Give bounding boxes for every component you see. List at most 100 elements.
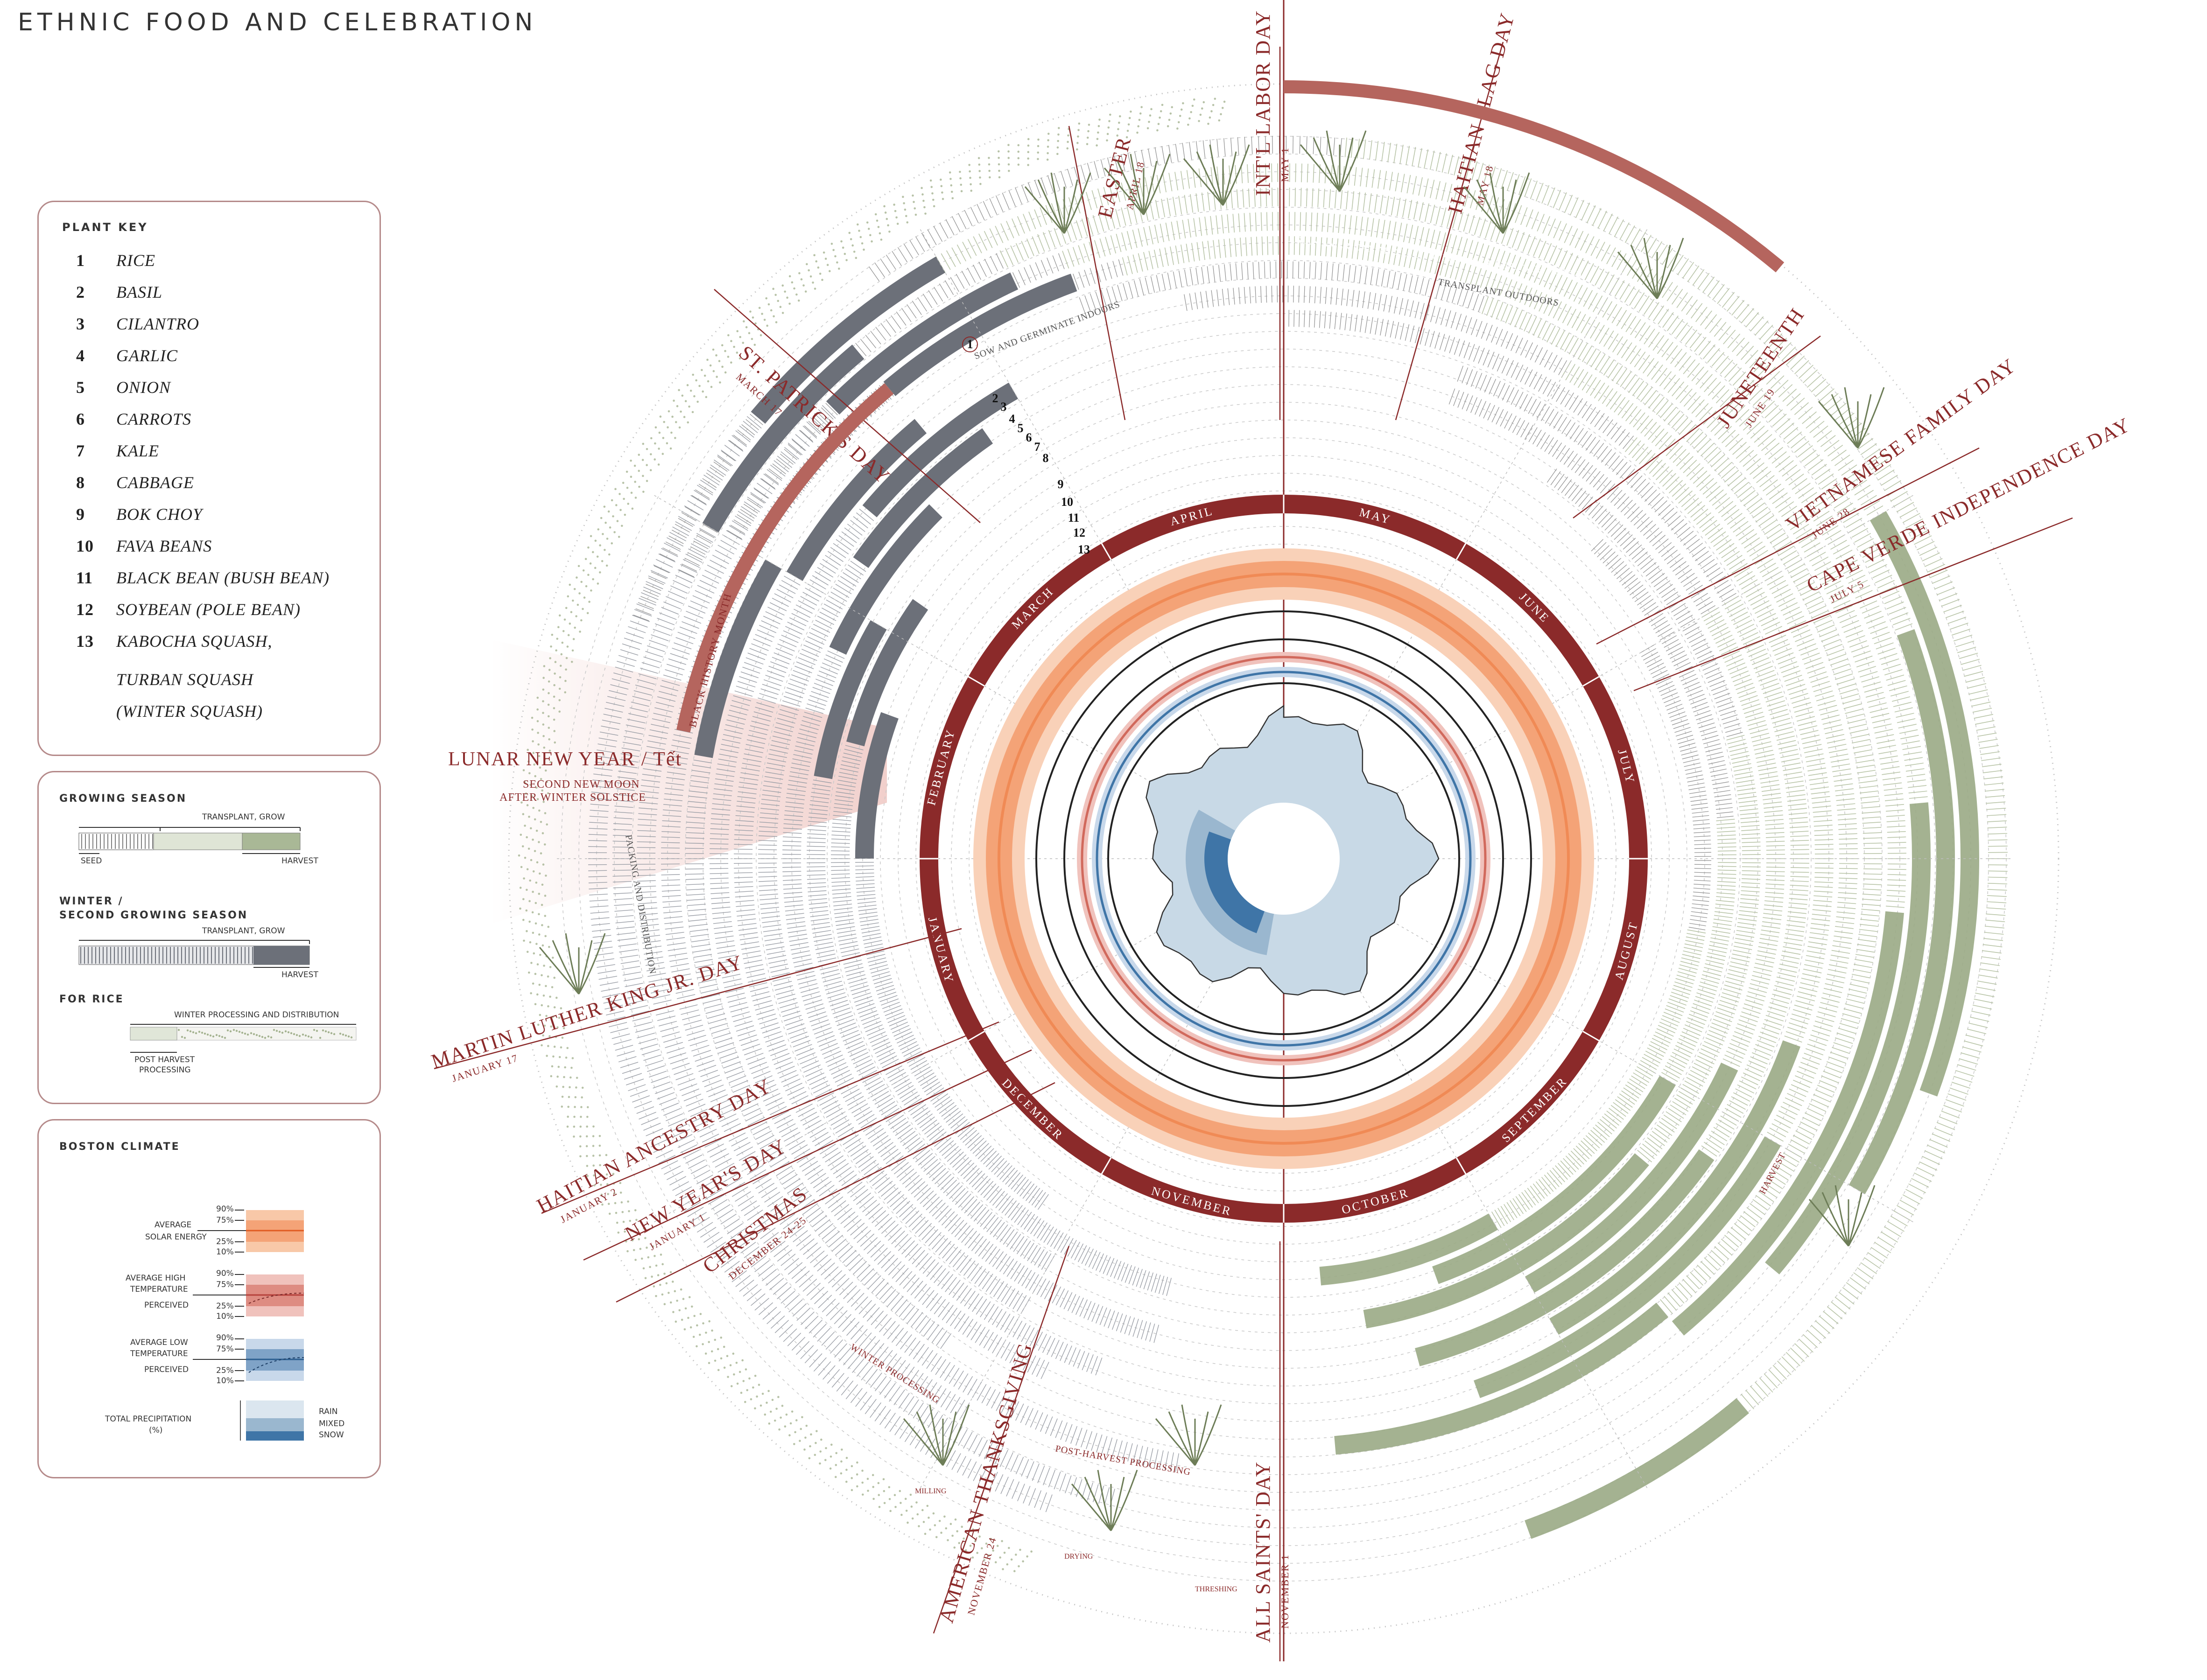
plant-number: 3 xyxy=(76,315,85,333)
precip-rain: RAIN xyxy=(319,1407,338,1416)
high-10: 10% xyxy=(216,1312,234,1321)
plant-sketch-icon xyxy=(1617,238,1684,299)
month-label: AUGUST xyxy=(1612,919,1641,981)
precip-label-2: (%) xyxy=(149,1426,163,1435)
plant-sketch-icon xyxy=(1300,130,1367,192)
plant-number: 1 xyxy=(76,251,85,270)
event-date-labor: MAY 1 xyxy=(1279,147,1291,182)
plant-name: CILANTRO xyxy=(116,315,200,333)
post-harvest-label-2: PROCESSING xyxy=(139,1065,191,1075)
month-label: OCTOBER xyxy=(1340,1186,1411,1217)
plant-name: BASIL xyxy=(116,283,162,301)
plant-sketch-icon xyxy=(1818,387,1885,448)
climate-title: BOSTON CLIMATE xyxy=(59,1141,180,1153)
seed-label: SEED xyxy=(81,856,102,866)
event-cape_verde: CAPE VERDE INDEPENDENCE DAY xyxy=(1803,413,2134,597)
page-title: ETHNIC FOOD AND CELEBRATION xyxy=(18,8,537,36)
plant-number: 7 xyxy=(76,441,85,460)
growing-season-legend: GROWING SEASON TRANSPLANT, GROW SEED HAR… xyxy=(37,771,381,1104)
winter-harvest-label: HARVEST xyxy=(281,970,318,980)
ring-number: 11 xyxy=(1068,511,1080,525)
ring-number: 1 xyxy=(967,337,973,351)
plant-name: RICE xyxy=(116,251,155,270)
ring-number: 8 xyxy=(1043,451,1049,465)
high-label-2: TEMPERATURE xyxy=(130,1285,188,1294)
plant-number: 5 xyxy=(76,378,85,397)
event-all_saints: ALL SAINTS' DAY xyxy=(1251,1461,1274,1643)
month-label: MARCH xyxy=(1009,584,1057,632)
event-lunar-sub2: AFTER WINTER SOLSTICE xyxy=(499,791,646,804)
ring-number: 6 xyxy=(1026,431,1032,444)
high-label-1: AVERAGE HIGH xyxy=(126,1274,186,1283)
plant-sketch-icon xyxy=(1104,154,1171,215)
ring-number: 3 xyxy=(1001,400,1007,413)
plant-sketch-icon xyxy=(1463,172,1530,234)
plant-name: BOK CHOY xyxy=(116,505,203,524)
low-10: 10% xyxy=(216,1376,234,1386)
plant-number: 4 xyxy=(76,346,85,365)
winter-transplant-label: TRANSPLANT, GROW xyxy=(202,926,285,936)
plant-sketch-icon xyxy=(1183,144,1250,206)
plant-name: FAVA BEANS xyxy=(116,537,212,555)
winter-processing-label: WINTER PROCESSING AND DISTRIBUTION xyxy=(174,1010,339,1020)
low-label-2: TEMPERATURE xyxy=(130,1349,188,1358)
plant-name: ONION xyxy=(116,378,171,397)
plant-name: GARLIC xyxy=(116,346,178,365)
ring-number: 7 xyxy=(1034,440,1040,454)
low-75: 75% xyxy=(216,1344,234,1354)
climate-legend-graphic xyxy=(193,1210,304,1441)
plant-number: 2 xyxy=(76,283,85,301)
plant-sketch-icon xyxy=(1071,1470,1138,1531)
plant-name: KABOCHA SQUASH, xyxy=(116,632,273,651)
threshing-label: THRESHING xyxy=(1195,1585,1237,1593)
event-lunar: LUNAR NEW YEAR / Tết xyxy=(448,749,682,770)
plant-number: 10 xyxy=(76,537,94,555)
ring-number: 2 xyxy=(992,392,998,405)
precip-mixed: MIXED xyxy=(319,1419,345,1428)
month-label: SEPTEMBER xyxy=(1499,1074,1570,1145)
high-25: 25% xyxy=(216,1302,234,1311)
month-label: JANUARY xyxy=(926,916,956,986)
plant-name: SOYBEAN (POLE BEAN) xyxy=(116,600,301,619)
high-75: 75% xyxy=(216,1280,234,1289)
milling-label: MILLING xyxy=(915,1487,947,1495)
growing-season-title: GROWING SEASON xyxy=(59,793,187,805)
transplant-grow-label: TRANSPLANT, GROW xyxy=(202,812,285,822)
post-harvest-label: POST-HARVEST PROCESSING xyxy=(1054,1443,1192,1477)
high-perceived: PERCEIVED xyxy=(144,1301,189,1310)
month-label: DECEMBER xyxy=(999,1076,1066,1143)
plant-name: CABBAGE xyxy=(116,473,194,492)
plant-number: 9 xyxy=(76,505,85,524)
plant-key-panel: PLANT KEY 1 RICE 2 BASIL 3 CILANTRO 4 GARLIC 5 ON… xyxy=(37,201,381,756)
plant-name: BLACK BEAN (BUSH BEAN) xyxy=(116,568,330,587)
ring-number: 5 xyxy=(1018,421,1024,435)
event-date-all_saints: NOVEMBER 1 xyxy=(1279,1554,1291,1629)
for-rice-title: FOR RICE xyxy=(59,994,124,1005)
solar-label-1: AVERAGE xyxy=(155,1220,192,1230)
plant-key-title: PLANT KEY xyxy=(62,221,148,234)
growing-legend-graphic xyxy=(78,827,357,1053)
ring-number: 12 xyxy=(1073,526,1085,539)
ring-number: 13 xyxy=(1078,543,1090,556)
plant-sketch-icon xyxy=(903,1404,970,1466)
plant-number: 8 xyxy=(76,473,85,492)
plant-sketch-icon xyxy=(1155,1404,1222,1466)
low-25: 25% xyxy=(216,1366,234,1375)
plant-sketch-icon xyxy=(1808,1185,1876,1246)
drying-label: DRYING xyxy=(1064,1553,1093,1561)
low-label-1: AVERAGE LOW xyxy=(130,1338,188,1347)
winter-processing-label: WINTER PROCESSING xyxy=(848,1342,942,1406)
precip-snow: SNOW xyxy=(319,1430,344,1440)
plant-number: 13 xyxy=(76,632,94,651)
ring-number: 4 xyxy=(1009,412,1015,426)
plant-number: 11 xyxy=(76,568,93,587)
plant-number: 6 xyxy=(76,410,85,428)
plant-name: CARROTS xyxy=(116,410,192,428)
low-90: 90% xyxy=(216,1333,234,1343)
harvest-label: HARVEST xyxy=(281,856,318,866)
post-harvest-label-1: POST HARVEST xyxy=(134,1055,195,1064)
plant-sketch-icon xyxy=(539,933,606,994)
high-90: 90% xyxy=(216,1269,234,1278)
event-labor: INT'L LABOR DAY xyxy=(1251,10,1274,196)
